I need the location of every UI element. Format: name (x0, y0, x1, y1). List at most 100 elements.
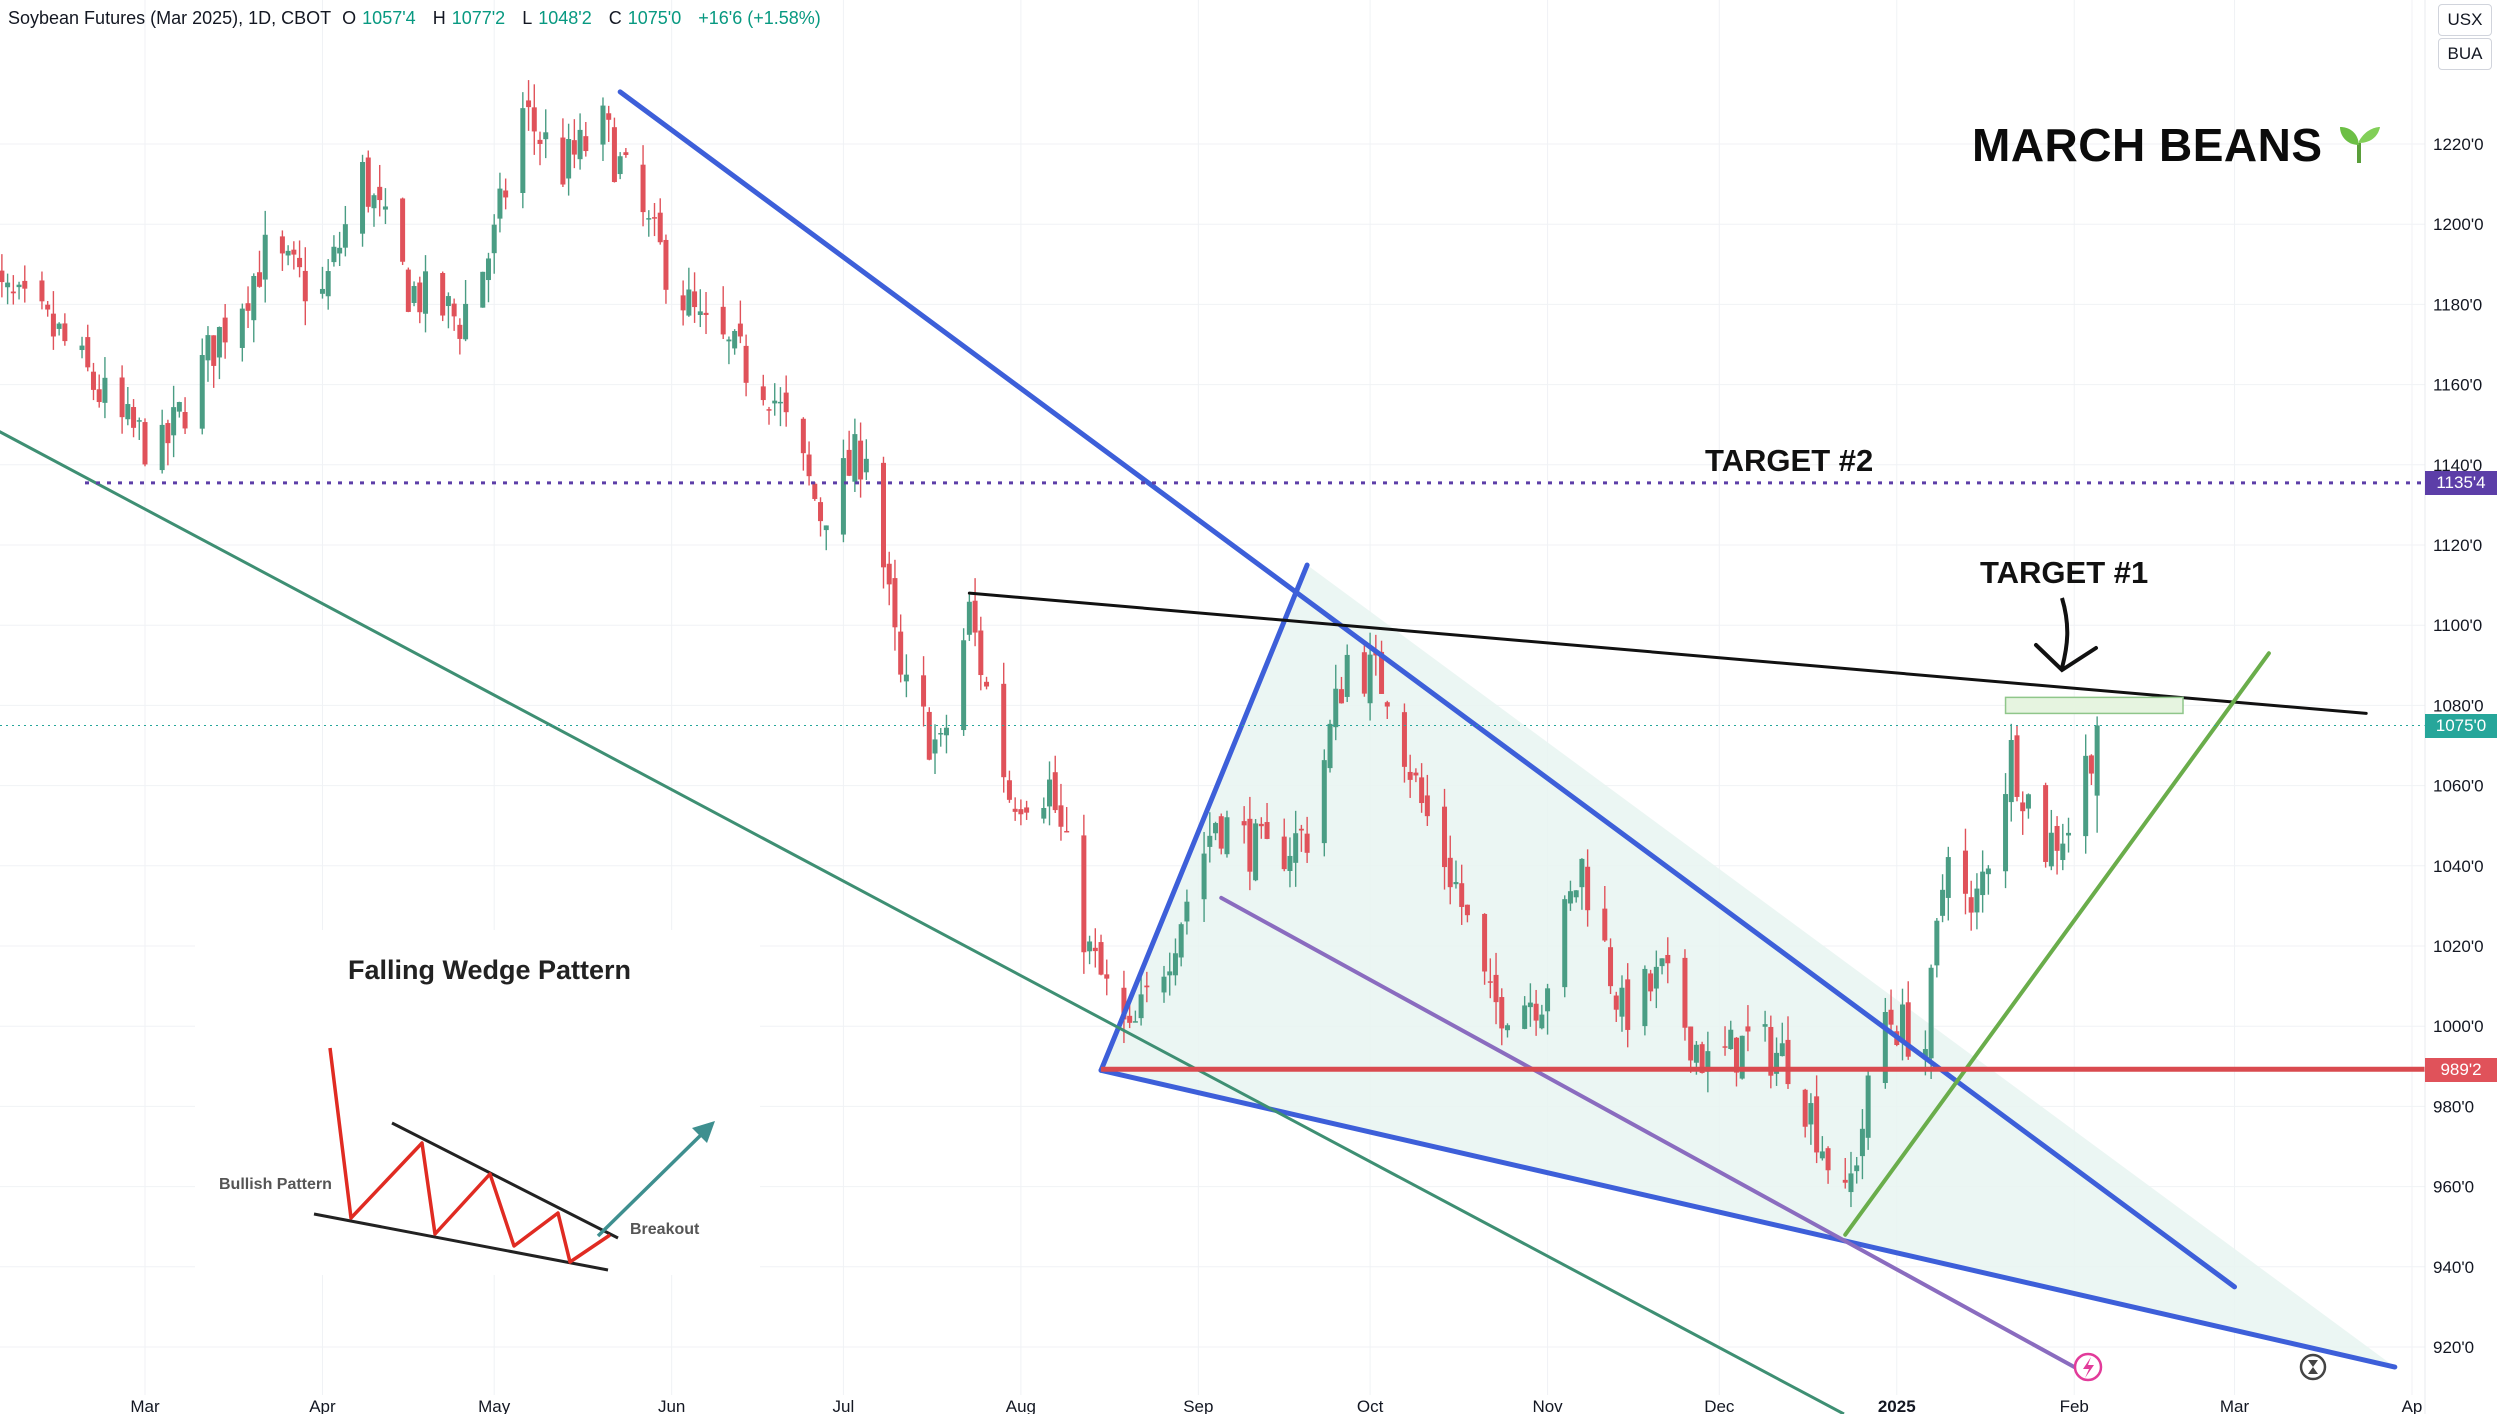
candle-body (1138, 994, 1144, 1019)
candle-body (526, 100, 532, 108)
candle-body (703, 312, 709, 316)
candle-body (2048, 832, 2054, 867)
candle-body (606, 113, 612, 120)
candle-body (457, 324, 463, 339)
candle-body (1722, 1046, 1728, 1048)
candle-body (2008, 739, 2014, 803)
x-tick-label: Aug (1006, 1397, 1036, 1414)
time-axis: Mar Apr May Jun Jul Aug Sep Oct Nov Dec 2025 Feb Mar… (130, 1397, 2422, 1414)
candle-body (1854, 1165, 1860, 1172)
candle-body (1739, 1035, 1745, 1079)
candle-body (302, 270, 308, 302)
y-tick-label: 1020'0 (2433, 937, 2484, 956)
candle-body (125, 404, 131, 420)
candle-body (1218, 816, 1224, 849)
candle-body (102, 377, 108, 403)
candle-body (617, 156, 623, 175)
candle-body (1968, 897, 1974, 913)
candle-body (1464, 904, 1470, 916)
candle-body (491, 224, 497, 254)
session-button[interactable]: BUA (2438, 38, 2492, 70)
x-tick-label: Sep (1183, 1397, 1213, 1414)
long-channel-line (0, 430, 1773, 1377)
candle-body (1693, 1044, 1699, 1063)
candle-body (623, 152, 629, 155)
x-tick-label: Apr (309, 1397, 336, 1414)
candle-body (417, 282, 423, 313)
y-tick-label: 1100'0 (2433, 616, 2482, 635)
target-1-label: TARGET #1 (1980, 555, 2149, 590)
candle-body (1224, 817, 1230, 855)
candle-body (2066, 832, 2072, 836)
candle-body (1487, 981, 1493, 983)
candle-body (1585, 866, 1591, 911)
candle-body (22, 280, 28, 289)
candle-body (1785, 1039, 1791, 1085)
candle-body (657, 212, 663, 243)
candle-body (566, 139, 572, 179)
candle-body (880, 462, 886, 568)
candle-body (16, 284, 22, 288)
candle-body (577, 129, 583, 160)
candle-body (1808, 1103, 1814, 1125)
candle-body (1132, 1021, 1138, 1023)
y-tick-label: 920'0 (2433, 1338, 2474, 1357)
candle-body (772, 400, 778, 404)
candle-body (331, 246, 337, 263)
hourglass-icon (2299, 1353, 2327, 1381)
candle-body (743, 345, 749, 383)
target-2-price-tag: 1135'4 (2425, 471, 2497, 495)
candle-body (1573, 890, 1579, 898)
candle-body (961, 640, 967, 731)
candle-body (898, 631, 904, 675)
candle-body (1333, 688, 1339, 728)
candle-body (1081, 835, 1087, 953)
candle-body (520, 108, 526, 193)
candle-body (1848, 1173, 1854, 1193)
candle-body (1453, 882, 1459, 885)
candle-body (1499, 997, 1505, 1029)
candle-body (1533, 1003, 1539, 1021)
candle-body (285, 250, 291, 256)
candle-body (1298, 828, 1304, 831)
candle-body (297, 257, 303, 268)
candle-body (1447, 857, 1453, 888)
candle-body (1980, 871, 1986, 896)
candle-body (892, 578, 898, 628)
candle-body (279, 236, 285, 254)
candle-body (1493, 974, 1499, 1003)
candle-body (1384, 702, 1390, 707)
candle-body (1161, 976, 1167, 993)
unit-button[interactable]: USX (2438, 4, 2492, 36)
inset-breakout-line (596, 1129, 707, 1238)
candle-body (732, 330, 738, 349)
candle-body (1172, 953, 1178, 976)
candle-body (96, 389, 102, 403)
candle-body (90, 371, 96, 390)
candle-body (652, 217, 658, 219)
x-tick-label: Ap (2402, 1397, 2423, 1414)
candle-body (382, 206, 388, 210)
candle-body (39, 280, 45, 302)
inset-bullish-label: Bullish Pattern (219, 1176, 332, 1193)
candle-body (5, 282, 11, 288)
candle-body (1642, 968, 1648, 1027)
falling-wedge-upper-line (617, 89, 2238, 1290)
candle-body (1024, 807, 1030, 813)
candle-body (2060, 843, 2066, 861)
x-tick-label: May (478, 1397, 511, 1414)
close-value: 1075'0 (627, 8, 682, 28)
candle-body (325, 271, 331, 297)
candle-body (1619, 987, 1625, 1017)
candle-body (1241, 821, 1247, 826)
candle-body (1407, 771, 1413, 780)
wedge-area (1101, 565, 2395, 1368)
candle-body (1974, 888, 1980, 913)
candle-body (818, 502, 824, 522)
candle-body (1482, 913, 1488, 972)
candle-body (1659, 958, 1665, 967)
inset-title: Falling Wedge Pattern (348, 955, 632, 985)
uptrend-line (1843, 651, 2271, 1237)
candle-body (50, 313, 56, 337)
